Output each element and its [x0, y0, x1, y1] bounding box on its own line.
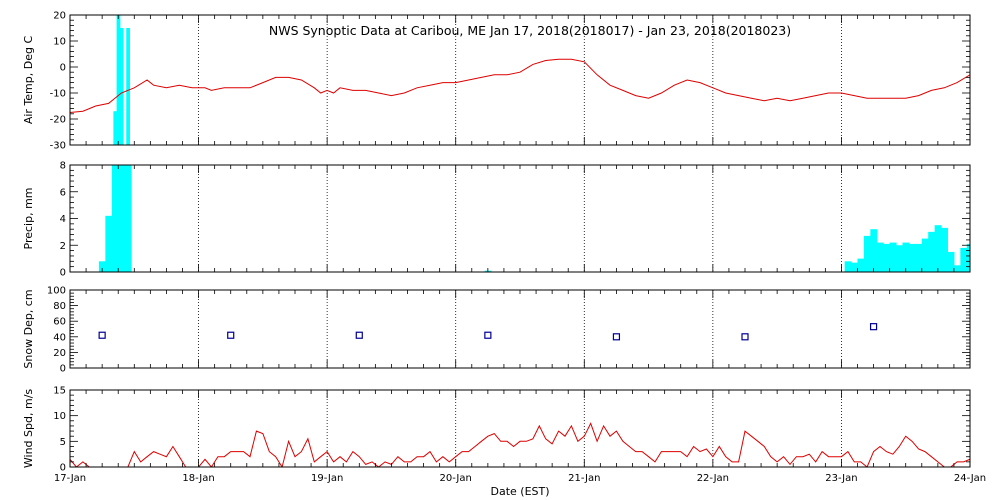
- precip-bar: [973, 236, 980, 272]
- snow-ytick-label: 20: [53, 348, 66, 359]
- precip-bar: [980, 259, 987, 272]
- precip-bar: [941, 227, 948, 272]
- wind-data: [70, 422, 970, 467]
- x-axis-title: Date (EST): [490, 485, 549, 498]
- precip-data: [98, 165, 993, 272]
- precip-bar: [934, 225, 942, 272]
- temp-ytick-label: -30: [50, 141, 66, 152]
- snow-point: [484, 331, 492, 339]
- snow-y-axis-title: Snow Dep, cm: [22, 289, 35, 368]
- wind-ytick-label: 0: [60, 463, 66, 474]
- snow-ytick-label: 40: [53, 332, 66, 343]
- snow-ytick-label: 100: [47, 286, 66, 297]
- snow-panel: 0 20 40 60 80 100 Snow Dep, cm: [22, 286, 971, 375]
- x-tick-label: 17-Jan: [54, 473, 86, 484]
- precip-bar: [889, 242, 897, 272]
- snow-point: [741, 333, 749, 341]
- precip-ytick-label: 8: [60, 161, 66, 172]
- x-tick-label: 21-Jan: [568, 473, 600, 484]
- x-tick-label: 24-Jan: [954, 473, 986, 484]
- precip-bar: [870, 229, 878, 272]
- temp-y-axis-title: Air Temp, Deg C: [22, 36, 35, 125]
- x-tick-label: 22-Jan: [697, 473, 729, 484]
- wind-panel: 0 5 10 15 Wind Spd, m/s: [22, 386, 971, 474]
- snow-ytick-label: 0: [60, 364, 66, 375]
- precip-bar: [902, 242, 910, 272]
- snow-point: [98, 331, 106, 339]
- x-tick-label: 23-Jan: [825, 473, 857, 484]
- precip-bar: [953, 265, 961, 272]
- precip-bar: [928, 231, 936, 272]
- precip-bar: [921, 238, 929, 272]
- precip-ytick-label: 0: [60, 268, 66, 279]
- x-axis: 17-Jan 18-Jan 19-Jan 20-Jan 21-Jan 22-Jan 23-J…: [54, 473, 986, 484]
- precip-bar: [986, 265, 993, 272]
- precip-bar: [947, 251, 955, 272]
- snow-point: [869, 323, 878, 331]
- temp-bar: [126, 28, 130, 145]
- temp-data: [70, 15, 970, 145]
- precip-ytick-label: 4: [60, 214, 66, 225]
- wind-frame: [69, 389, 971, 468]
- precip-bar: [883, 243, 891, 272]
- precip-bar: [876, 242, 884, 272]
- precip-ytick-label: 2: [60, 241, 66, 252]
- temp-series-line: [70, 58, 970, 113]
- wind-ytick-label: 5: [60, 437, 66, 448]
- precip-bar: [111, 165, 119, 272]
- chart-title: NWS Synoptic Data at Caribou, ME Jan 17,…: [269, 23, 791, 38]
- precip-bar: [966, 243, 970, 272]
- x-tick-label: 20-Jan: [440, 473, 472, 484]
- snow-ytick-label: 80: [53, 301, 66, 312]
- wind-y-axis-title: Wind Spd, m/s: [22, 389, 35, 469]
- precip-bar: [857, 258, 865, 272]
- temp-bar: [119, 28, 124, 145]
- temp-bar: [116, 15, 121, 145]
- precip-bar: [960, 247, 968, 272]
- temp-ytick-label: -20: [50, 115, 66, 126]
- precip-bar: [124, 165, 132, 272]
- precip-bar: [851, 262, 858, 272]
- snow-point: [227, 331, 235, 339]
- precip-panel: 0 2 4 6 8 Precip, mm: [22, 161, 993, 279]
- snow-ytick-label: 60: [53, 317, 66, 328]
- wind-ytick-label: 15: [53, 386, 66, 397]
- precip-bar: [844, 261, 852, 272]
- precip-bar: [118, 165, 126, 272]
- precip-y-axis-title: Precip, mm: [22, 188, 35, 250]
- snow-point: [355, 331, 363, 339]
- precip-bar: [863, 235, 871, 272]
- snow-point: [612, 333, 621, 341]
- panels-layer: -30 -20 -10 0 10 20 Air Temp, Deg C 0 2 4 6 8 Precip…: [22, 11, 993, 474]
- precip-bar: [915, 243, 923, 272]
- snow-frame: [69, 289, 971, 369]
- precip-ytick-label: 6: [60, 187, 66, 198]
- precip-bar: [908, 243, 916, 272]
- precip-bar: [98, 261, 106, 272]
- temp-ytick-label: 10: [53, 37, 66, 48]
- x-tick-label: 18-Jan: [182, 473, 214, 484]
- temp-ytick-label: 0: [60, 63, 66, 74]
- wind-series-line: [70, 422, 970, 467]
- temp-bar: [113, 111, 118, 145]
- temp-ytick-label: -10: [50, 89, 66, 100]
- precip-bar: [896, 245, 903, 272]
- temp-ytick-label: 20: [53, 11, 66, 22]
- temp-panel: -30 -20 -10 0 10 20 Air Temp, Deg C: [22, 11, 971, 152]
- wind-ytick-label: 10: [53, 411, 66, 422]
- x-tick-label: 19-Jan: [311, 473, 343, 484]
- snow-data: [98, 323, 878, 341]
- precip-frame: [69, 164, 971, 273]
- precip-bar: [105, 215, 113, 272]
